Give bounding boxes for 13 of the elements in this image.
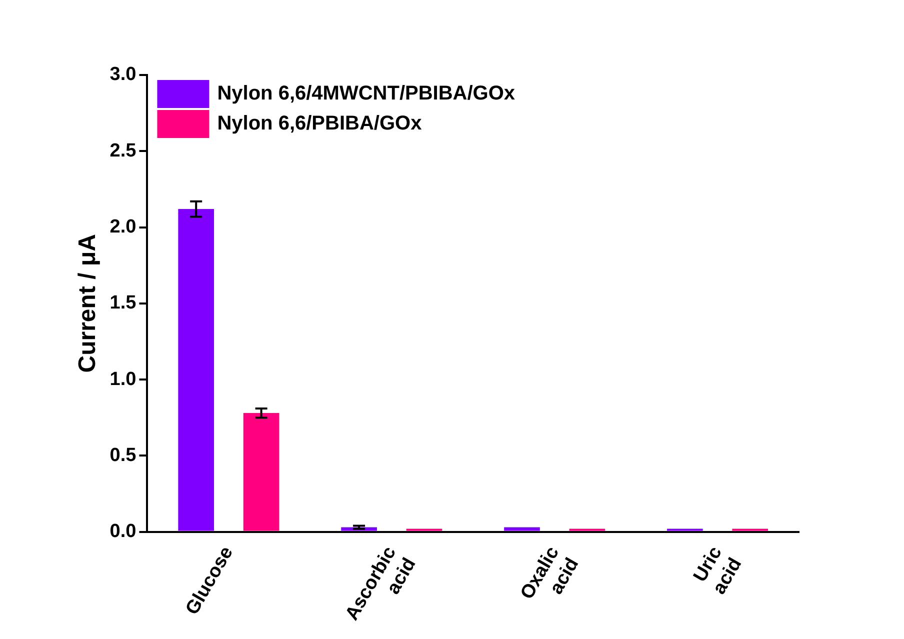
legend-label: Nylon 6,6/PBIBA/GOx <box>217 112 422 135</box>
bar <box>178 208 214 531</box>
bar <box>504 527 540 531</box>
legend-label: Nylon 6,6/4MWCNT/PBIBA/GOx <box>217 82 516 105</box>
y-tick-label: 0.0 <box>110 521 136 542</box>
y-tick-label: 1.5 <box>110 292 137 314</box>
y-tick-label: 3.0 <box>110 64 136 86</box>
y-tick-label: 2.5 <box>110 140 137 162</box>
bar <box>243 413 280 531</box>
y-tick-label: 0.5 <box>110 444 137 466</box>
y-tick-label: 2.0 <box>110 216 136 238</box>
y-tick-label: 1.0 <box>110 368 136 390</box>
y-axis-title: Current / μA <box>74 234 102 373</box>
